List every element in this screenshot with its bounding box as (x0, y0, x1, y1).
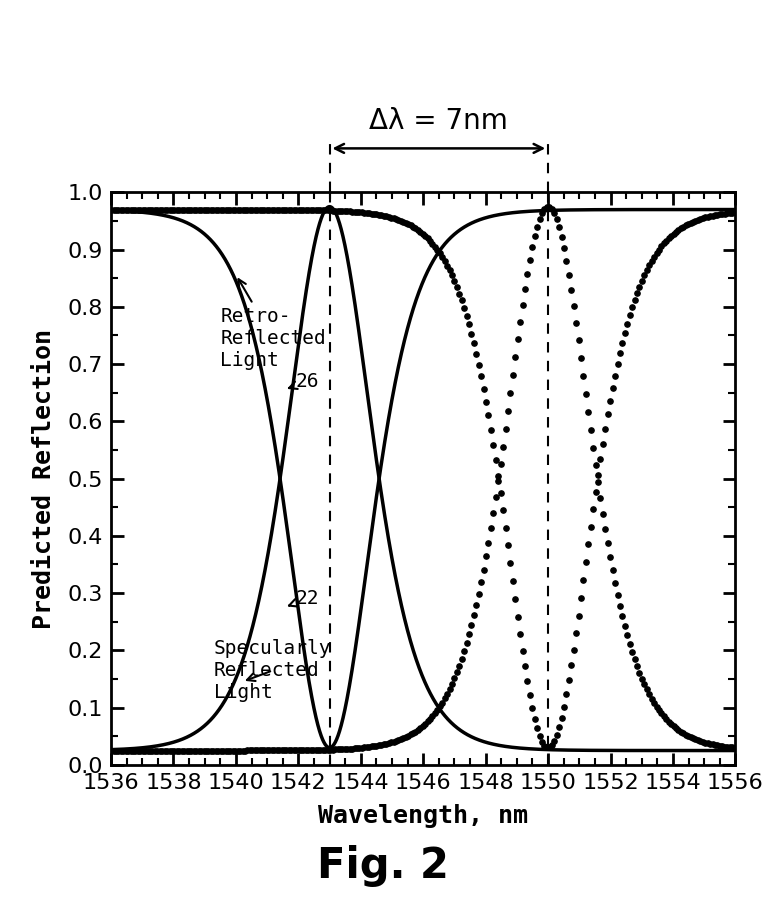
Text: 26: 26 (289, 372, 319, 391)
FancyArrowPatch shape (336, 144, 542, 153)
Y-axis label: Predicted Reflection: Predicted Reflection (32, 329, 56, 628)
Text: Specularly
Reflected
Light: Specularly Reflected Light (214, 639, 332, 702)
X-axis label: Wavelength, nm: Wavelength, nm (318, 804, 529, 828)
Text: Δλ = 7nm: Δλ = 7nm (369, 107, 509, 135)
Text: Fig. 2: Fig. 2 (317, 845, 449, 887)
Text: 22: 22 (289, 589, 319, 608)
Text: Retro-
Reflected
Light: Retro- Reflected Light (221, 279, 326, 370)
